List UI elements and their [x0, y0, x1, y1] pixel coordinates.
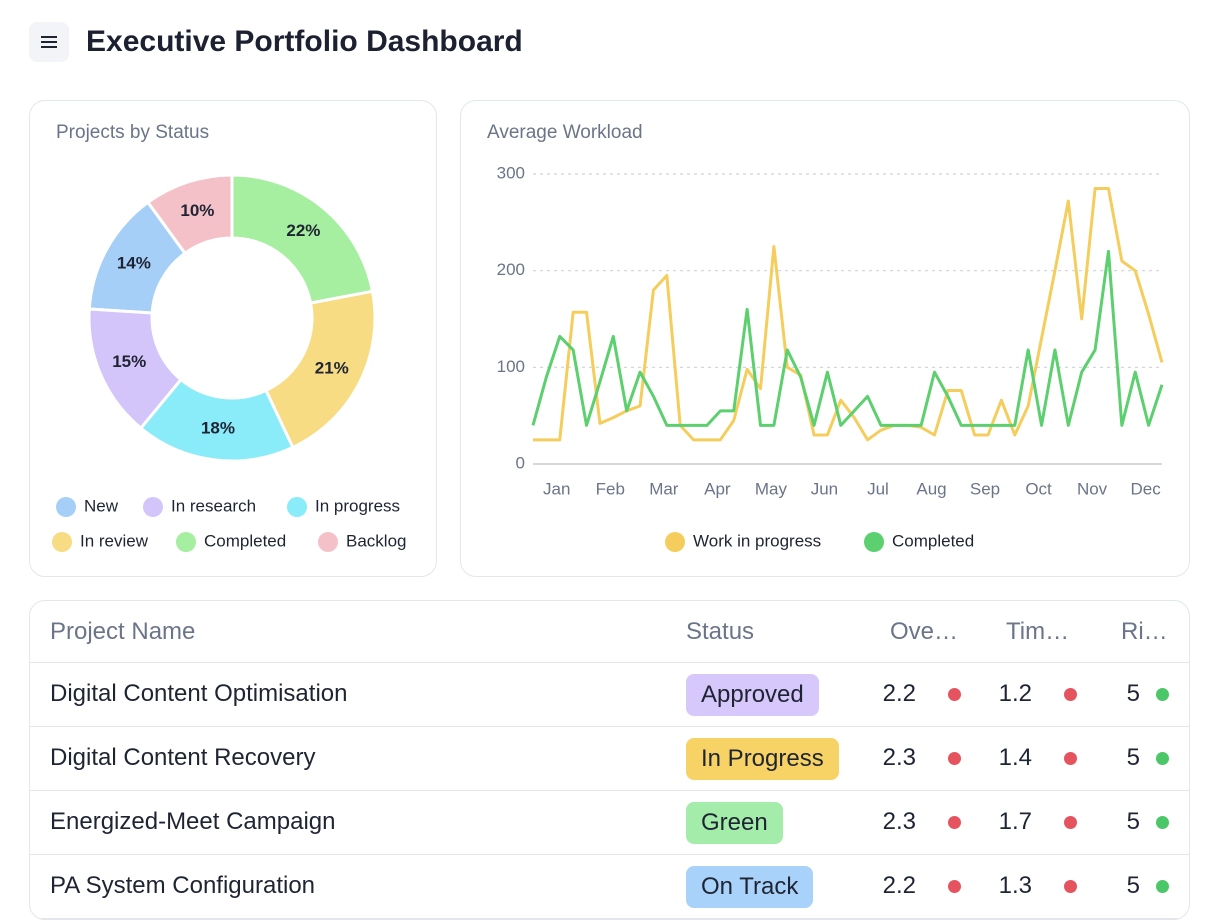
x-tick-label: Oct — [1025, 479, 1052, 498]
legend-swatch — [318, 532, 338, 552]
metric-value: 5 — [1126, 872, 1140, 899]
legend-swatch — [665, 532, 685, 552]
x-tick-label: Apr — [704, 479, 731, 498]
legend-swatch — [287, 497, 307, 517]
legend-label: Backlog — [346, 531, 406, 550]
x-tick-label: Mar — [649, 479, 679, 498]
legend-swatch — [56, 497, 76, 517]
status-dot — [1156, 688, 1169, 701]
metric-value: 5 — [1126, 680, 1140, 707]
x-tick-label: May — [755, 479, 788, 498]
status-badge: In Progress — [686, 737, 839, 780]
metric-value: 2.2 — [882, 680, 916, 707]
project-name: Digital Content Optimisation — [50, 680, 348, 707]
y-tick-label: 100 — [497, 357, 525, 376]
metric-value: 5 — [1126, 808, 1140, 835]
status-dot — [1064, 688, 1077, 701]
status-dot — [948, 816, 961, 829]
legend-swatch — [176, 532, 196, 552]
slice-label: 22% — [286, 221, 320, 240]
status-cell: In Progress — [686, 726, 839, 790]
line-series — [531, 249, 1164, 427]
status-dot — [948, 880, 961, 893]
slice-label: 14% — [117, 254, 151, 273]
status-dot — [1156, 880, 1169, 893]
x-tick-label: Sep — [970, 479, 1000, 498]
metric-value: 2.3 — [882, 744, 916, 771]
x-tick-label: Feb — [596, 479, 625, 498]
legend-label: New — [84, 496, 119, 515]
y-tick-label: 300 — [497, 163, 525, 182]
x-tick-label: Dec — [1130, 479, 1161, 498]
column-header: Tim… — [1006, 618, 1070, 645]
legend-swatch — [143, 497, 163, 517]
status-dot — [948, 752, 961, 765]
status-badge: Approved — [686, 673, 819, 716]
status-cell: Approved — [686, 662, 819, 726]
legend-label: In research — [171, 496, 256, 515]
project-name: PA System Configuration — [50, 872, 316, 899]
status-dot — [1156, 816, 1169, 829]
line-series — [533, 187, 1164, 442]
y-tick-label: 0 — [516, 453, 525, 472]
status-dot — [948, 688, 961, 701]
metric-value: 1.3 — [998, 872, 1032, 899]
table-row[interactable]: PA System Configuration On Track 2.2 1.3 5 — [30, 854, 1189, 919]
column-header: Project Name — [50, 618, 196, 645]
slice-label: 18% — [201, 419, 235, 438]
metric-value: 2.3 — [882, 808, 916, 835]
metric-value: 2.2 — [882, 872, 916, 899]
x-tick-label: Jul — [867, 479, 889, 498]
column-header: Ove… — [890, 618, 959, 645]
status-cell: Green — [686, 790, 783, 854]
legend-swatch — [864, 532, 884, 552]
x-tick-label: Nov — [1077, 479, 1108, 498]
slice-label: 15% — [112, 352, 146, 371]
menu-button[interactable] — [29, 22, 69, 62]
x-tick-label: Aug — [916, 479, 946, 498]
metric-value: 5 — [1126, 744, 1140, 771]
project-name: Energized-Meet Campaign — [50, 808, 336, 835]
x-tick-label: Jun — [811, 479, 838, 498]
pie-title: Projects by Status — [56, 122, 209, 143]
legend-label: Completed — [204, 531, 286, 550]
page: Executive Portfolio Dashboard Projects b… — [29, 22, 1190, 920]
status-badge: Green — [686, 801, 783, 844]
metric-value: 1.7 — [998, 808, 1032, 835]
legend-label: In review — [80, 531, 149, 550]
y-tick-label: 200 — [497, 260, 525, 279]
column-header: Ri… — [1121, 618, 1168, 645]
status-badge: On Track — [686, 865, 814, 908]
legend-label: Work in progress — [693, 531, 821, 550]
line-title: Average Workload — [487, 122, 643, 143]
line-card — [460, 100, 1190, 577]
status-dot — [1156, 752, 1169, 765]
charts: Projects by Status Average Workload 14% 1… — [52, 122, 1164, 552]
status-cell: On Track — [686, 854, 814, 918]
legend-label: Completed — [892, 531, 974, 550]
slice-label: 10% — [180, 201, 214, 220]
legend-swatch — [52, 532, 72, 552]
x-tick-label: Jan — [543, 479, 570, 498]
table-row[interactable]: Digital Content Optimisation Approved 2.2 1… — [30, 662, 1189, 727]
table-header: Project Name Status Ove… Tim… Ri… — [30, 601, 1189, 663]
project-table: Project Name Status Ove… Tim… Ri… Digital Con… — [29, 600, 1190, 920]
legend-label: In progress — [315, 496, 400, 515]
status-dot — [1064, 752, 1077, 765]
column-header: Status — [686, 618, 755, 645]
page-title: Executive Portfolio Dashboard — [86, 25, 523, 58]
project-name: Digital Content Recovery — [50, 744, 316, 771]
status-dot — [1064, 816, 1077, 829]
pie-slice — [230, 173, 375, 305]
metric-value: 1.2 — [998, 680, 1032, 707]
table-row[interactable]: Energized-Meet Campaign Green 2.3 1.7 5 — [30, 790, 1189, 855]
pie-slice — [145, 173, 234, 256]
status-dot — [1064, 880, 1077, 893]
slice-label: 21% — [315, 358, 349, 377]
table-row[interactable]: Digital Content Recovery In Progress 2.3 1.… — [30, 726, 1189, 791]
metric-value: 1.4 — [998, 744, 1032, 771]
